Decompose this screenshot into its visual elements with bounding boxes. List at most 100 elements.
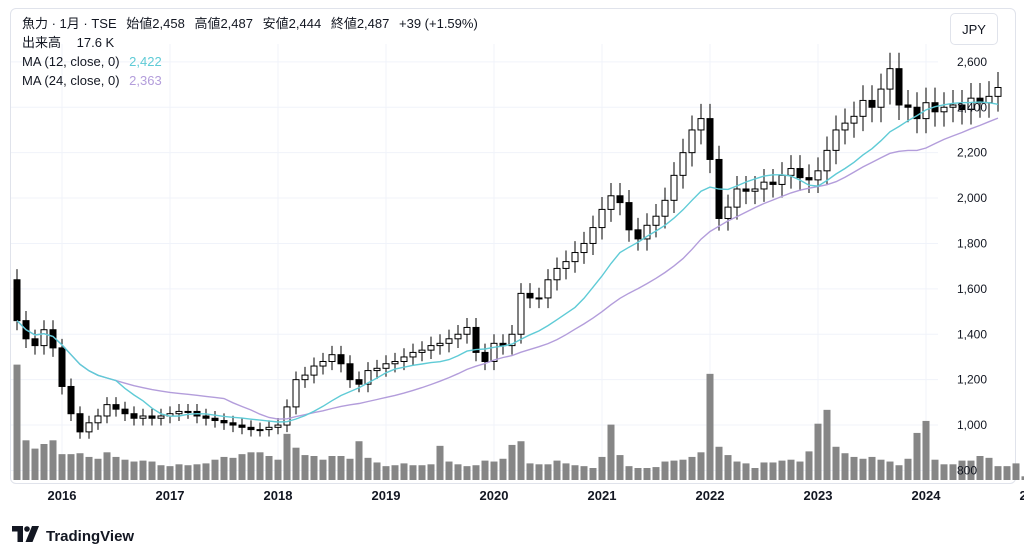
volume-bar [13, 364, 21, 480]
candle-body [364, 370, 372, 385]
x-tick-label: 2016 [48, 488, 77, 503]
volume-bar [292, 447, 300, 480]
candle-body [58, 347, 66, 387]
x-tick-label: 2024 [912, 488, 942, 503]
ma12-line [16, 101, 999, 423]
candle-body [229, 422, 237, 426]
candle-body [247, 426, 255, 431]
candle-body [562, 261, 570, 269]
candle-body [904, 104, 912, 108]
volume-bar [436, 445, 444, 480]
volume-bar [616, 455, 624, 480]
volume-bar [139, 460, 147, 480]
x-tick-label: 2019 [372, 488, 401, 503]
volume-bar [265, 456, 273, 480]
ma1-value: 2,422 [129, 54, 162, 69]
volume-bar [760, 462, 768, 480]
candle-body [688, 129, 696, 154]
x-tick-label: 2020 [480, 488, 509, 503]
volume-bar [886, 461, 894, 480]
volume-bar [553, 460, 561, 480]
ma1-row[interactable]: MA (12, close, 0) 2,422 [22, 52, 478, 71]
x-tick-label: 2017 [156, 488, 185, 503]
change-value: +39 (+1.59%) [399, 16, 478, 31]
volume-bar [373, 462, 381, 480]
volume-bar [211, 459, 219, 480]
high-value: 2,487 [220, 16, 253, 31]
candle-body [400, 356, 408, 362]
volume-bar [1003, 466, 1011, 480]
candle-body [625, 202, 633, 231]
volume-bar [391, 465, 399, 480]
candle-body [220, 420, 228, 424]
volume-bar [202, 463, 210, 480]
candle-body [463, 326, 471, 335]
volume-bar [940, 464, 948, 480]
candle-body [301, 374, 309, 381]
candle-body [697, 118, 705, 131]
volume-bar [517, 441, 525, 480]
candle-body [418, 349, 426, 353]
volume-bar [490, 461, 498, 480]
volume-bar [229, 457, 237, 480]
volume-bar [805, 451, 813, 480]
volume-bar [823, 409, 831, 480]
candle-body [76, 413, 84, 433]
volume-bar [94, 458, 102, 480]
volume-bar [634, 468, 642, 480]
candle-body [454, 333, 462, 340]
ma2-row[interactable]: MA (24, close, 0) 2,363 [22, 71, 478, 90]
candle-body [373, 367, 381, 372]
candle-body [778, 174, 786, 185]
volume-bar [67, 454, 75, 480]
candle-body [94, 415, 102, 424]
volume-value: 17.6 K [76, 35, 115, 50]
tradingview-brand[interactable]: TradingView [12, 526, 134, 546]
volume-bar [571, 465, 579, 480]
candle-body [490, 342, 498, 362]
volume-bar [166, 466, 174, 480]
candle-body [526, 292, 534, 299]
volume-bar [157, 465, 165, 480]
x-tick-label: 2018 [264, 488, 293, 503]
candle-body [319, 360, 327, 367]
volume-bar [895, 465, 903, 480]
volume-bar [724, 455, 732, 480]
y-tick-label: 800 [957, 463, 977, 477]
currency-button[interactable]: JPY [950, 13, 998, 45]
candle-body [310, 365, 318, 376]
y-tick-label: 1,600 [957, 282, 987, 296]
candle-body [148, 415, 156, 419]
candle-body [409, 351, 417, 358]
candle-body [535, 297, 543, 300]
low-label: 安値 [262, 16, 289, 31]
candle-body [886, 68, 894, 90]
volume-bar [913, 432, 921, 480]
x-tick-label: 2021 [588, 488, 617, 503]
x-tick-label: 2022 [696, 488, 725, 503]
volume-row: 出来高 17.6 K [22, 33, 478, 52]
y-tick-label: 1,400 [957, 327, 987, 341]
volume-bar [877, 459, 885, 480]
candle-body [895, 68, 903, 106]
volume-bar [76, 453, 84, 480]
candle-body [661, 199, 669, 217]
symbol-title[interactable]: 魚力 · 1月 · TSE [22, 16, 117, 31]
volume-bar [994, 466, 1002, 480]
volume-bar [868, 456, 876, 480]
volume-bar [535, 464, 543, 480]
volume-bar [364, 457, 372, 480]
volume-bar [283, 433, 291, 480]
volume-bar [652, 467, 660, 480]
volume-bar [130, 461, 138, 480]
volume-bar [544, 464, 552, 480]
candle-body [652, 215, 660, 226]
volume-bar [481, 460, 489, 480]
volume-bar [976, 456, 984, 480]
y-tick-label: 2,200 [957, 146, 987, 160]
candle-body [877, 88, 885, 108]
candle-body [589, 227, 597, 244]
high-label: 高値 [194, 16, 221, 31]
ma24-line [16, 117, 999, 420]
